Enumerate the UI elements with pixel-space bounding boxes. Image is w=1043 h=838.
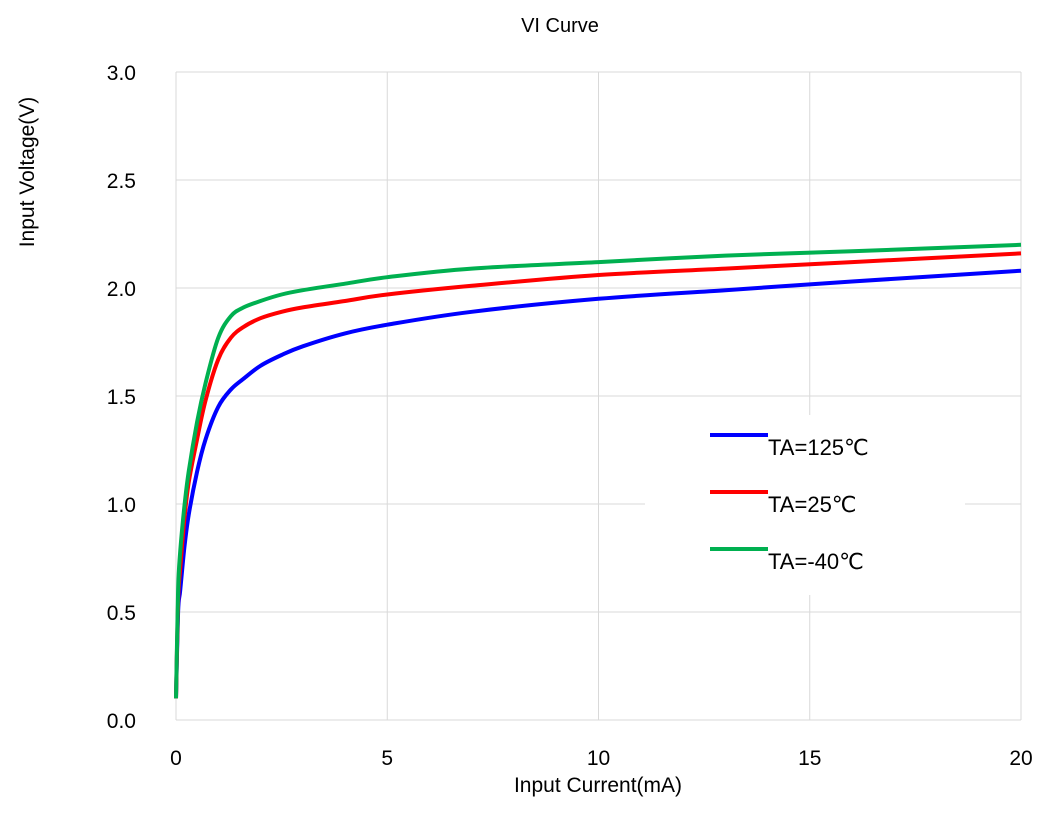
x-tick-label: 0 [170, 747, 182, 770]
x-tick-label: 5 [381, 747, 393, 770]
x-tick-label: 15 [798, 747, 821, 770]
legend: TA=125℃ TA=25℃ TA=-40℃ [645, 415, 965, 595]
legend-label-2: TA=-40℃ [768, 549, 864, 574]
legend-label-1: TA=25℃ [768, 492, 857, 517]
y-axis-label: Input Voltage(V) [16, 97, 39, 248]
series-lines [174, 242, 1022, 699]
y-tick-label: 2.5 [107, 170, 136, 193]
gridlines [175, 71, 1022, 721]
x-tick-label: 10 [587, 747, 610, 770]
y-tick-label: 1.0 [107, 494, 136, 517]
chart-title: VI Curve [521, 15, 599, 37]
x-axis-label: Input Current(mA) [514, 774, 682, 797]
x-tick-label: 20 [1009, 747, 1032, 770]
tick-labels: 0 5 10 15 20 0.0 0.5 1.0 1.5 2.0 2.5 3.0 [107, 62, 1033, 770]
y-tick-label: 1.5 [107, 386, 136, 409]
series-line-2 [174, 242, 1022, 699]
y-tick-label: 2.0 [107, 278, 136, 301]
y-tick-label: 0.0 [107, 710, 136, 733]
y-tick-label: 3.0 [107, 62, 136, 85]
series-line-0 [174, 268, 1022, 699]
legend-background [645, 415, 965, 595]
legend-label-0: TA=125℃ [768, 435, 869, 460]
y-tick-label: 0.5 [107, 602, 136, 625]
